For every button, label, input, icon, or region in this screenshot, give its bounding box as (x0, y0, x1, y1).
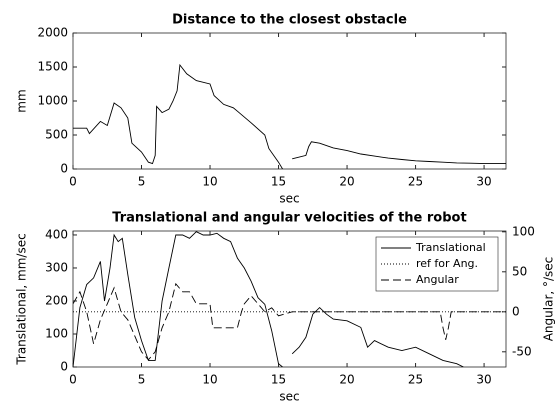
legend-label: Translational (415, 241, 486, 254)
y2-tick-label: 0 (512, 304, 520, 318)
y-tick-label: 300 (45, 260, 68, 274)
y-tick-label: 200 (45, 293, 68, 307)
x-tick-label: 10 (202, 373, 217, 387)
chart-title: Distance to the closest obstacle (172, 13, 407, 28)
x-tick-label: 25 (408, 373, 423, 387)
y-tick-label: 0 (60, 360, 68, 374)
legend-label: ref for Ang. (416, 257, 478, 270)
x-tick-label: 20 (339, 175, 354, 189)
y-tick-label: 2000 (37, 26, 68, 40)
x-tick-label: 30 (476, 373, 491, 387)
y-tick-label: 500 (45, 128, 68, 142)
x-axis-label: sec (279, 192, 299, 206)
y2-tick-label: 100 (512, 224, 535, 238)
legend-label: Angular (416, 273, 459, 286)
x-tick-label: 30 (476, 175, 491, 189)
x-axis-label: sec (279, 390, 299, 404)
x-tick-label: 10 (202, 175, 217, 189)
y2-axis-label: Angular, °/sec (542, 257, 556, 342)
series-line (73, 231, 464, 367)
x-tick-label: 5 (138, 373, 146, 387)
series-line (73, 282, 506, 361)
y2-tick-label: 50 (512, 264, 527, 278)
x-tick-label: 20 (339, 373, 354, 387)
x-tick-label: 25 (408, 175, 423, 189)
x-tick-label: 15 (271, 175, 286, 189)
x-tick-label: 0 (69, 175, 77, 189)
y-axis-label: Translational, mm/sec (15, 233, 29, 365)
y-tick-label: 1500 (37, 60, 68, 74)
y-axis-label: mm (15, 89, 29, 112)
y2-tick-label: -50 (512, 344, 532, 358)
y-tick-label: 100 (45, 326, 68, 340)
x-tick-label: 15 (271, 373, 286, 387)
y-tick-label: 400 (45, 227, 68, 241)
axes-box (72, 32, 507, 170)
y-tick-label: 0 (60, 162, 68, 176)
series-line (73, 63, 506, 169)
y-tick-label: 1000 (37, 94, 68, 108)
x-tick-label: 0 (69, 373, 77, 387)
chart-title: Translational and angular velocities of … (112, 211, 466, 226)
x-tick-label: 5 (138, 175, 146, 189)
